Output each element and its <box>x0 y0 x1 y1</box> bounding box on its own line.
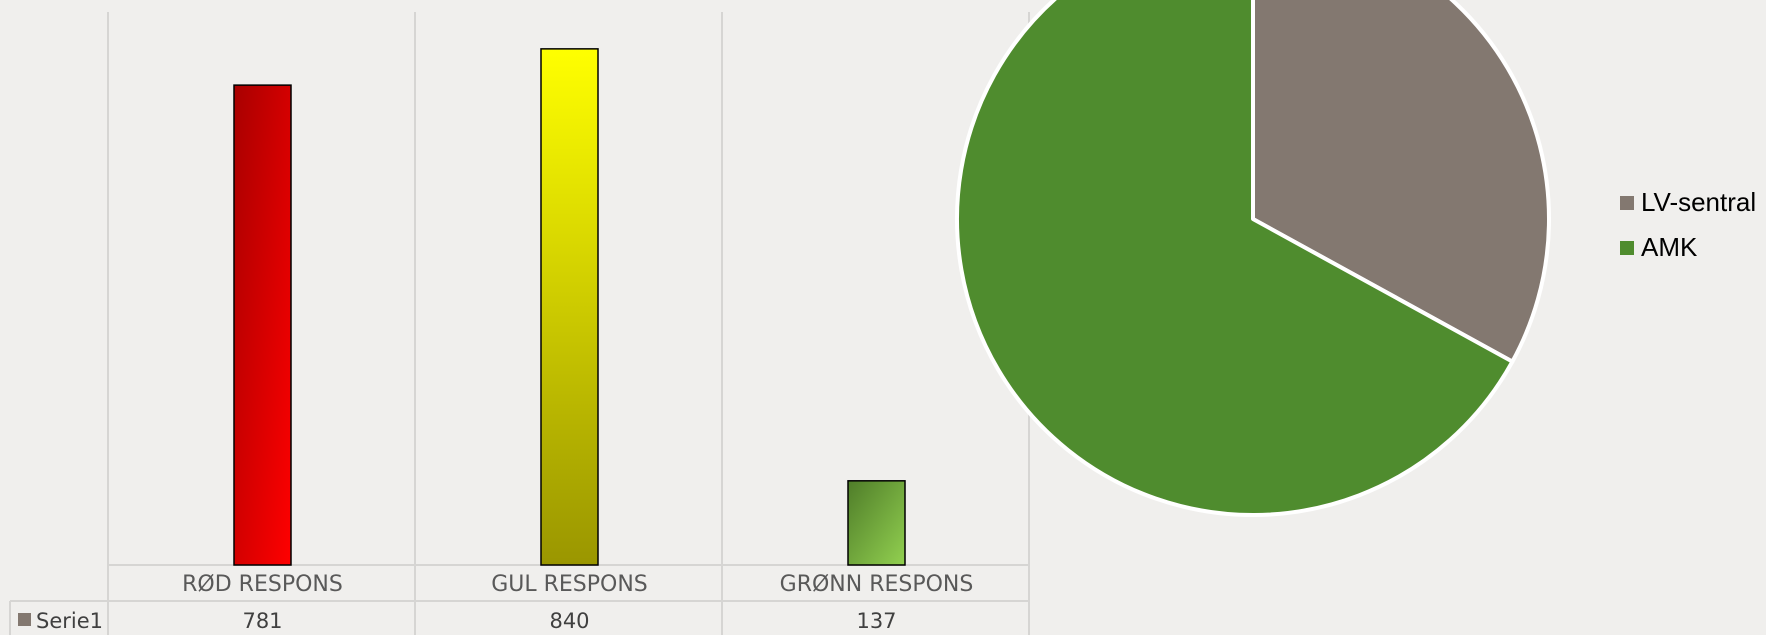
legend-label-lv-sentral: LV-sentral <box>1641 187 1757 217</box>
legend-swatch-lv-sentral <box>1620 195 1634 210</box>
pie-legend: LV-sentral AMK <box>1620 180 1756 270</box>
series-key-swatch <box>18 613 31 626</box>
series-key-label: Serie1 <box>36 609 103 633</box>
category-label-gronn-respons: GRØNN RESPONS <box>780 572 974 597</box>
bar-chart: RØD RESPONS 781 GUL RESPONS 840 GRØNN RESPON… <box>9 12 1030 635</box>
pie-slice-lv-sentral <box>1251 0 1551 364</box>
bar-gronn-respons <box>847 480 906 566</box>
legend-swatch-amk <box>1620 240 1634 255</box>
category-label-rod-respons: RØD RESPONS <box>182 572 343 597</box>
bar-gul-respons <box>540 48 599 566</box>
pie-slice-amk <box>955 0 1515 517</box>
category-label-gul-respons: GUL RESPONS <box>491 572 648 597</box>
legend-item-lv-sentral: LV-sentral <box>1620 180 1756 225</box>
legend-item-amk: AMK <box>1620 225 1756 270</box>
data-table-value: 137 <box>856 609 896 633</box>
bar-data-table: RØD RESPONS 781 GUL RESPONS 840 GRØNN RESPON… <box>18 572 973 633</box>
data-table-value: 840 <box>549 609 589 633</box>
legend-label-amk: AMK <box>1641 232 1698 262</box>
data-table-value: 781 <box>242 609 282 633</box>
pie-chart <box>955 0 1551 517</box>
bar-rod-respons <box>233 84 292 566</box>
bar-marks <box>233 48 906 566</box>
